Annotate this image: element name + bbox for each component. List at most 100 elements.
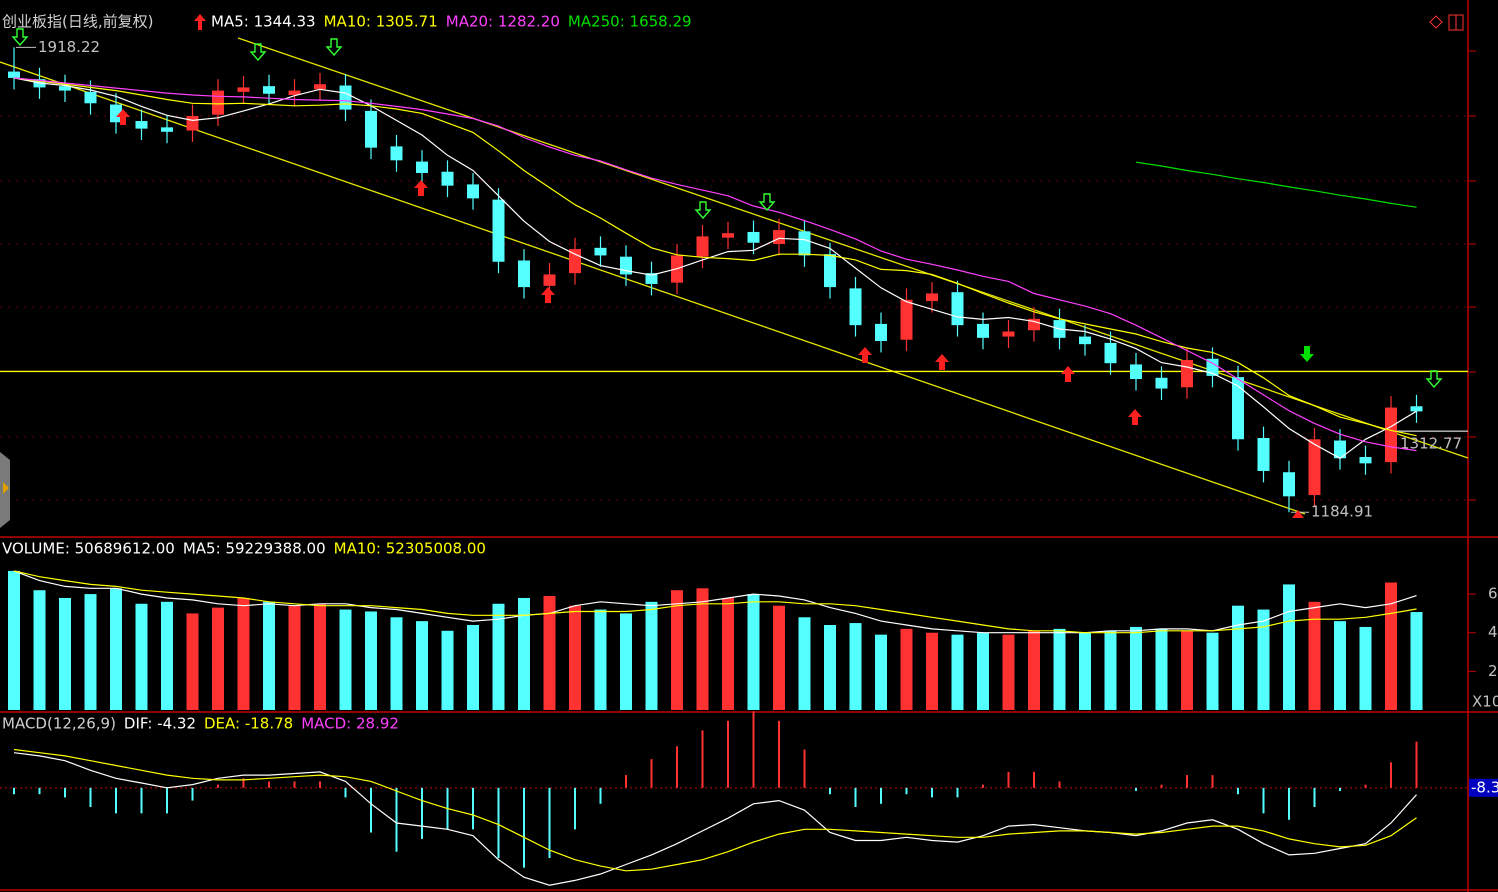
- volume-bar: [645, 601, 658, 710]
- candle-body: [1181, 360, 1193, 388]
- high-label: 1918.22: [38, 38, 100, 56]
- volume-bar: [543, 596, 556, 710]
- volume-bar: [620, 613, 632, 710]
- legend-entry: MA20: 1282.20: [446, 13, 560, 31]
- y-tick-label: 4: [1488, 623, 1498, 641]
- legend-entry: MACD: 28.92: [301, 715, 399, 733]
- icon-diamond[interactable]: [1429, 15, 1443, 29]
- candle-body: [1028, 318, 1040, 331]
- candle-body: [926, 293, 938, 302]
- side-tab-arrow: [3, 482, 9, 494]
- legend-entry: 创业板指(日线,前复权): [2, 13, 153, 31]
- volume-bar: [722, 597, 734, 710]
- candle-body: [849, 288, 862, 326]
- buy-signal: [1292, 510, 1304, 518]
- volume-bar: [1130, 626, 1142, 710]
- candle-body: [1002, 331, 1015, 337]
- candle-body: [798, 231, 811, 256]
- candle-body: [161, 127, 173, 132]
- volume-bar: [1206, 632, 1219, 710]
- candle-body: [1130, 364, 1142, 380]
- legend-entry: VOLUME: 50689612.00: [2, 540, 175, 558]
- volume-bar: [1283, 584, 1295, 710]
- volume-bar: [59, 597, 71, 710]
- macd-line: [13, 748, 1417, 872]
- volume-bar: [288, 605, 301, 710]
- volume-bar: [1334, 621, 1346, 710]
- volume-bar: [1385, 582, 1397, 710]
- sell-signal: [325, 38, 343, 57]
- volume-bar: [594, 609, 607, 710]
- candle-body: [110, 104, 122, 123]
- candle-body: [492, 199, 505, 262]
- candle-body: [339, 85, 352, 110]
- volume-bar: [1181, 630, 1193, 710]
- legend-entry: MA10: 1305.71: [324, 13, 438, 31]
- legend-entry: MA5: 1344.33: [211, 13, 316, 31]
- volume-bar: [84, 594, 97, 710]
- volume-bar: [33, 590, 46, 710]
- candle-body: [1257, 438, 1270, 471]
- low-label: 1184.91: [1311, 503, 1373, 521]
- volume-bar: [977, 632, 989, 710]
- buy-signal: [541, 287, 555, 303]
- volume-bar: [237, 597, 250, 710]
- volume-ma-line: [13, 570, 1417, 634]
- candle-body: [951, 292, 964, 326]
- candle-body: [773, 230, 785, 245]
- axis-ticks: [1468, 50, 1476, 501]
- sell-signal: [694, 201, 712, 220]
- plot-layer: 1312.77 1918.22 1184.91 创业板指(日线,前复权) MA5: 13…: [0, 13, 1498, 886]
- candle-body: [722, 233, 734, 238]
- candle-body: [59, 86, 71, 91]
- volume-bar: [849, 623, 862, 710]
- candle-body: [747, 231, 760, 243]
- candle-body: [212, 90, 224, 115]
- candle-body: [186, 115, 199, 131]
- volume-bar: [1232, 605, 1244, 710]
- candle-body: [1308, 439, 1321, 496]
- volume-bar: [798, 617, 811, 710]
- ma-line: [13, 77, 1417, 460]
- candle-body: [1155, 377, 1168, 389]
- candle-body: [875, 323, 887, 342]
- volume-bar: [518, 597, 530, 710]
- cursor-label-box: [1469, 778, 1498, 797]
- candle-body: [237, 87, 250, 92]
- volume-bar: [1359, 626, 1372, 710]
- candle-body: [84, 91, 97, 104]
- volume-bar: [696, 588, 709, 710]
- buy-signal: [858, 347, 872, 363]
- candle-body: [1283, 472, 1295, 497]
- volume-bar: [365, 611, 377, 710]
- volume-bar: [8, 570, 20, 710]
- candle-body: [1334, 440, 1346, 459]
- legend-entry: MA250: 1658.29: [568, 13, 692, 31]
- volume-bar: [824, 625, 836, 710]
- volume-bar: [1002, 634, 1015, 710]
- candle-body: [1079, 336, 1091, 345]
- volume-bar: [314, 603, 326, 710]
- volume-bar: [569, 605, 581, 710]
- volume-bar: [671, 590, 683, 710]
- ma-line: [1135, 161, 1417, 208]
- volume-bar: [416, 621, 428, 710]
- legend-arrow: [194, 14, 206, 30]
- candle-body: [8, 71, 20, 78]
- volume-bar: [492, 603, 505, 710]
- candle-body: [824, 254, 836, 288]
- reference-label: 1312.77: [1400, 435, 1462, 453]
- volume-bar: [951, 634, 964, 710]
- legend-entry: DIF: -4.32: [124, 715, 196, 733]
- volume-bar: [135, 603, 148, 710]
- sell-signal: [249, 43, 267, 62]
- ma-line: [13, 77, 1417, 452]
- volume-bar: [1053, 628, 1066, 710]
- candle-body: [977, 323, 989, 338]
- volume-bar: [467, 625, 479, 710]
- volume-bar: [212, 607, 224, 710]
- ma-line: [13, 77, 1417, 437]
- candle-body: [263, 86, 275, 94]
- volume-bar: [339, 609, 352, 710]
- candle-body: [441, 171, 454, 186]
